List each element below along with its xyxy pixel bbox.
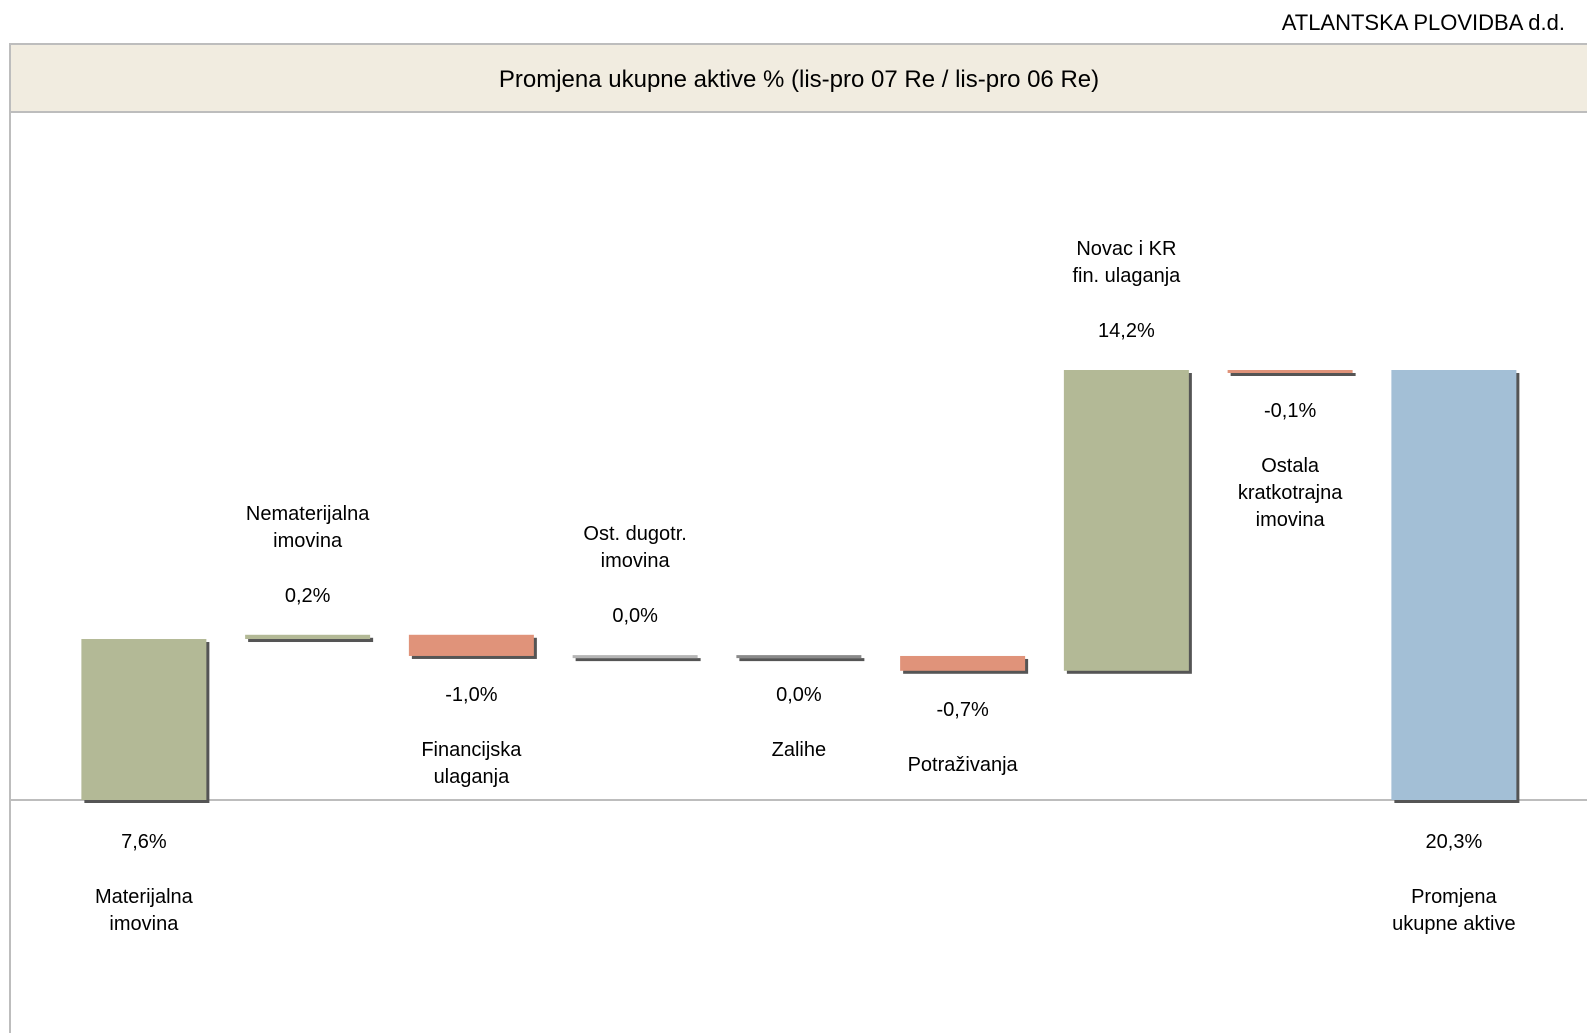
bar (1391, 370, 1517, 800)
bar-shadow (248, 637, 374, 643)
value-label: 7,6% (121, 831, 167, 853)
value-label: 0,0% (776, 683, 822, 706)
value-label: -0,1% (1264, 400, 1317, 423)
value-label: 0,0% (612, 605, 658, 628)
category-label: Promjena ukupne aktive (1392, 886, 1516, 935)
category-label: Potraživanja (907, 753, 1018, 776)
bar (408, 634, 534, 656)
bar (572, 655, 698, 659)
bar-shadow (1230, 373, 1356, 376)
bar-shadow (739, 658, 865, 662)
bar (1063, 370, 1189, 671)
category-label: Novac i KR fin. ulaganja (1072, 238, 1181, 287)
bar (1227, 370, 1353, 373)
bar (245, 634, 371, 640)
company-name: ATLANTSKA PLOVIDBA d.d. (1281, 10, 1565, 35)
category-label: Ost. dugotr. imovina (583, 523, 687, 573)
bar (900, 655, 1026, 671)
category-label: Financijska ulaganja (421, 738, 522, 788)
title-band (9, 43, 1587, 113)
value-label: 14,2% (1098, 320, 1155, 342)
chart-title: Promjena ukupne aktive % (lis-pro 07 Re … (498, 66, 1100, 93)
bar (81, 639, 207, 800)
value-label: -1,0% (445, 683, 498, 706)
value-label: 20,3% (1425, 831, 1483, 853)
value-label: 0,2% (284, 584, 331, 607)
category-label: Ostala kratkotrajna imovina (1237, 455, 1343, 532)
category-label: Materijalna imovina (94, 886, 193, 935)
bar-shadow (575, 658, 701, 662)
category-label: Nematerijalna imovina (245, 502, 370, 552)
category-label: Zalihe (771, 738, 827, 761)
bar (736, 655, 862, 659)
value-label: -0,7% (936, 698, 989, 721)
